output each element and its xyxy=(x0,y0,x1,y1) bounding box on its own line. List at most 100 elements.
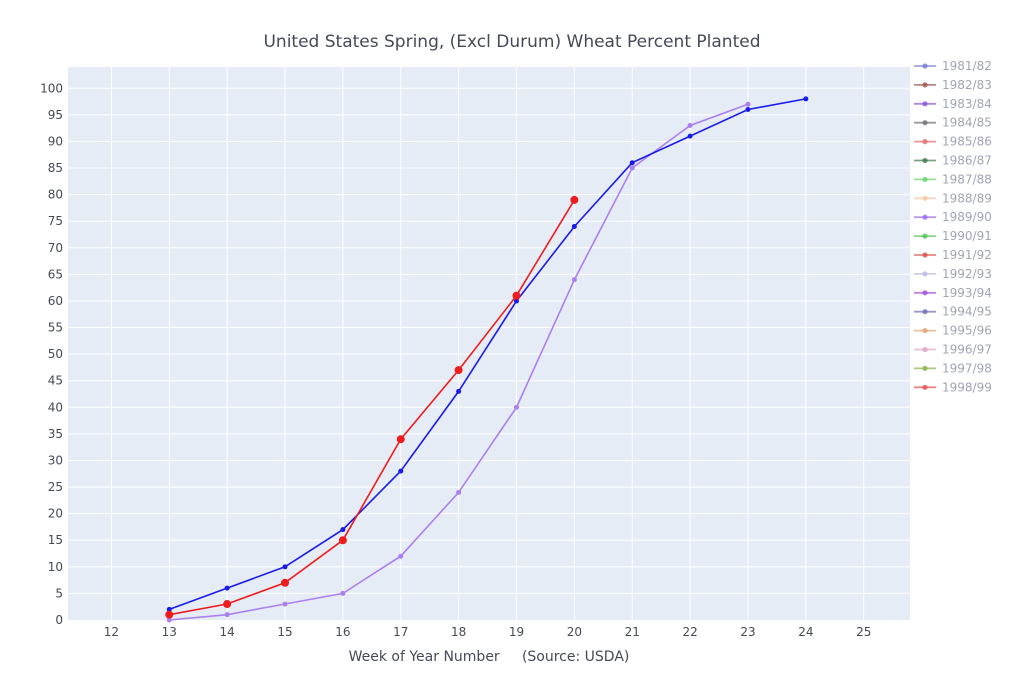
legend-swatch-marker xyxy=(922,176,928,182)
legend-swatch-marker xyxy=(922,233,928,239)
legend-item[interactable]: 1987/88 xyxy=(914,172,992,186)
legend-label: 1984/85 xyxy=(942,116,992,130)
data-point[interactable] xyxy=(687,122,693,128)
data-point[interactable] xyxy=(398,468,404,474)
x-tick-label: 14 xyxy=(220,625,235,639)
data-point[interactable] xyxy=(166,606,172,612)
legend-swatch-marker xyxy=(922,214,928,220)
legend-item[interactable]: 1993/94 xyxy=(914,286,992,300)
legend-swatch-marker xyxy=(922,63,928,69)
legend-item[interactable]: 1996/97 xyxy=(914,343,992,357)
x-tick-label: 16 xyxy=(335,625,350,639)
y-tick-label: 70 xyxy=(48,241,63,255)
x-tick-label: 21 xyxy=(625,625,640,639)
legend-item[interactable]: 1988/89 xyxy=(914,191,992,205)
legend-label: 1985/86 xyxy=(942,135,992,149)
legend-label: 1983/84 xyxy=(942,97,992,111)
y-tick-label: 60 xyxy=(48,294,63,308)
x-tick-label: 17 xyxy=(393,625,408,639)
legend-swatch-marker xyxy=(922,346,928,353)
data-point[interactable] xyxy=(687,133,693,139)
legend-swatch-marker xyxy=(922,252,928,258)
data-point[interactable] xyxy=(629,160,635,166)
data-point[interactable] xyxy=(513,404,519,410)
x-tick-label: 20 xyxy=(567,625,582,639)
y-tick-label: 55 xyxy=(48,321,63,335)
y-tick-label: 20 xyxy=(48,507,63,521)
data-point[interactable] xyxy=(340,590,346,596)
data-point[interactable] xyxy=(571,277,577,283)
legend-item[interactable]: 1989/90 xyxy=(914,210,992,224)
legend-item[interactable]: 1986/87 xyxy=(914,154,992,168)
legend-item[interactable]: 1990/91 xyxy=(914,229,992,243)
y-tick-label: 80 xyxy=(48,188,63,202)
legend-item[interactable]: 1981/82 xyxy=(914,59,992,73)
data-point[interactable] xyxy=(223,600,232,609)
data-point[interactable] xyxy=(629,165,635,171)
legend-label: 1988/89 xyxy=(942,191,992,205)
legend-swatch-marker xyxy=(922,384,928,390)
legend-swatch-marker xyxy=(922,101,928,107)
x-tick-label: 22 xyxy=(682,625,697,639)
data-point[interactable] xyxy=(745,107,751,113)
legend-item[interactable]: 1997/98 xyxy=(914,361,992,375)
legend-item[interactable]: 1992/93 xyxy=(914,267,992,281)
data-point[interactable] xyxy=(165,610,174,619)
y-tick-label: 45 xyxy=(48,374,63,388)
legend-item[interactable]: 1991/92 xyxy=(914,248,992,262)
y-tick-label: 90 xyxy=(48,134,63,148)
legend-swatch-marker xyxy=(922,365,928,371)
legend-label: 1992/93 xyxy=(942,267,992,281)
data-point[interactable] xyxy=(224,585,230,591)
data-point[interactable] xyxy=(513,298,519,304)
legend-swatch-marker xyxy=(922,139,928,145)
data-point[interactable] xyxy=(745,101,751,107)
data-point[interactable] xyxy=(571,224,577,230)
data-point[interactable] xyxy=(396,435,405,444)
data-point[interactable] xyxy=(282,564,288,570)
legend-item[interactable]: 1984/85 xyxy=(914,116,992,130)
data-point[interactable] xyxy=(398,553,404,559)
legend-swatch-marker xyxy=(922,271,928,277)
legend-swatch-marker xyxy=(922,82,928,88)
legend-item[interactable]: 1998/99 xyxy=(914,380,992,394)
data-point[interactable] xyxy=(456,388,462,394)
data-point[interactable] xyxy=(570,195,579,204)
data-point[interactable] xyxy=(512,291,521,300)
data-point[interactable] xyxy=(338,536,347,545)
data-point[interactable] xyxy=(224,612,230,618)
legend-item[interactable]: 1995/96 xyxy=(914,324,992,338)
data-point[interactable] xyxy=(282,601,288,607)
chart-title: United States Spring, (Excl Durum) Wheat… xyxy=(263,32,760,52)
x-tick-label: 18 xyxy=(451,625,466,639)
series-1 xyxy=(166,96,809,612)
data-point[interactable] xyxy=(454,366,463,375)
data-point[interactable] xyxy=(281,578,290,587)
y-tick-label: 25 xyxy=(48,480,63,494)
data-point[interactable] xyxy=(456,489,462,495)
legend-item[interactable]: 1983/84 xyxy=(914,97,992,111)
y-tick-label: 30 xyxy=(48,453,63,467)
x-axis-ticks: 12 13 14 15 16 17 18 19 20 21 22 23 24 25 xyxy=(104,625,872,639)
series-layer xyxy=(165,96,809,623)
data-point[interactable] xyxy=(803,96,809,102)
series-2 xyxy=(165,195,579,619)
legend[interactable]: 1981/82 1982/83 1983/84 1984/85 1985/86 1986/… xyxy=(914,59,992,394)
legend-swatch-marker xyxy=(922,309,928,315)
y-tick-label: 50 xyxy=(48,347,63,361)
legend-item[interactable]: 1994/95 xyxy=(914,305,992,319)
legend-label: 1987/88 xyxy=(942,172,992,186)
data-point[interactable] xyxy=(166,617,172,623)
y-tick-label: 40 xyxy=(48,400,63,414)
grid-lines xyxy=(68,67,910,620)
legend-label: 1997/98 xyxy=(942,361,992,375)
legend-swatch-marker xyxy=(922,195,928,201)
legend-item[interactable]: 1982/83 xyxy=(914,78,992,92)
legend-label: 1993/94 xyxy=(942,286,992,300)
legend-label: 1981/82 xyxy=(942,59,992,73)
x-tick-label: 13 xyxy=(162,625,177,639)
legend-item[interactable]: 1985/86 xyxy=(914,135,992,149)
x-tick-label: 24 xyxy=(798,625,813,639)
y-tick-label: 95 xyxy=(48,108,63,122)
data-point[interactable] xyxy=(340,527,346,533)
